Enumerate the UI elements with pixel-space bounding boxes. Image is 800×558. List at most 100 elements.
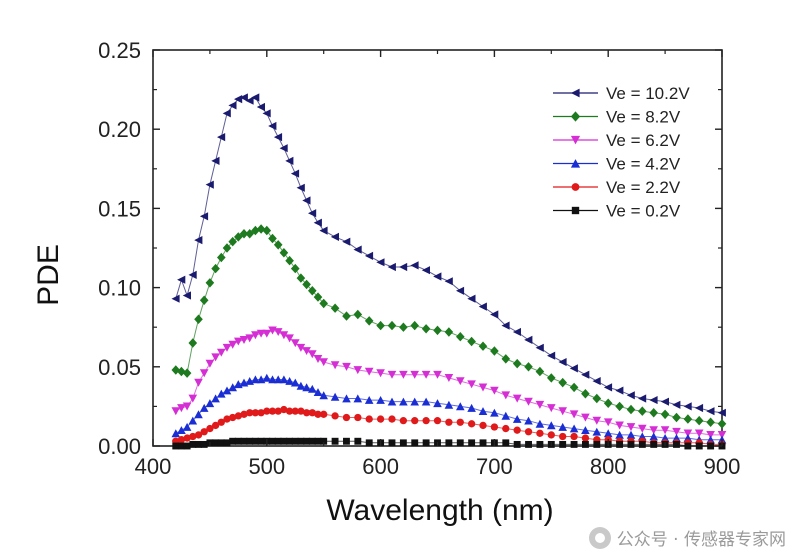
data-point: [364, 316, 374, 326]
data-point: [638, 424, 647, 433]
data-point: [388, 439, 396, 447]
data-point: [183, 442, 191, 450]
data-point: [273, 240, 283, 250]
data-point: [331, 412, 339, 420]
data-point: [319, 226, 328, 235]
y-tick-label: 0.10: [98, 276, 141, 301]
x-tick-label: 800: [590, 454, 627, 479]
data-point: [296, 343, 306, 352]
data-point: [251, 225, 260, 236]
data-point: [501, 411, 511, 420]
data-point: [177, 404, 186, 413]
data-point: [262, 329, 272, 338]
data-point: [422, 417, 430, 425]
data-point: [183, 434, 191, 442]
data-point: [353, 309, 363, 320]
data-point: [445, 439, 453, 447]
data-point: [524, 335, 533, 344]
data-point: [188, 270, 197, 279]
data-point: [456, 439, 464, 447]
data-point: [319, 358, 328, 367]
data-point: [569, 424, 579, 433]
data-point: [717, 419, 727, 429]
data-point: [558, 377, 567, 388]
data-point: [694, 403, 704, 413]
data-point: [342, 362, 351, 371]
data-point: [456, 402, 465, 411]
legend-marker: [570, 159, 581, 168]
data-point: [410, 370, 419, 379]
data-point: [365, 439, 373, 447]
data-point: [280, 437, 288, 445]
data-point: [182, 368, 192, 378]
data-point: [672, 427, 681, 436]
data-point: [290, 263, 300, 274]
x-tick-label: 900: [704, 454, 741, 479]
data-point: [444, 327, 454, 337]
data-point: [297, 407, 305, 415]
data-point: [478, 341, 488, 351]
data-point: [559, 432, 567, 441]
data-point: [223, 439, 231, 447]
legend-label: Ve = 8.2V: [606, 108, 681, 127]
data-point: [593, 440, 601, 448]
data-point: [603, 398, 613, 408]
data-point: [177, 366, 186, 377]
data-point: [222, 109, 231, 118]
data-point: [273, 133, 283, 142]
data-point: [365, 415, 373, 423]
data-point: [240, 410, 248, 418]
data-point: [223, 415, 231, 423]
data-point: [536, 429, 544, 437]
data-point: [558, 422, 567, 431]
legend-label: Ve = 4.2V: [606, 155, 681, 174]
data-point: [421, 266, 430, 275]
data-point: [177, 436, 186, 444]
data-point: [291, 407, 299, 415]
data-point: [195, 440, 202, 448]
data-point: [319, 298, 328, 309]
data-point: [234, 232, 243, 242]
data-point: [256, 224, 266, 234]
x-tick-label: 500: [248, 454, 285, 479]
data-point: [296, 273, 306, 283]
data-point: [182, 402, 192, 411]
data-point: [194, 378, 203, 387]
data-point: [268, 233, 277, 244]
data-point: [273, 328, 283, 336]
data-point: [694, 429, 704, 438]
data-point: [188, 416, 198, 425]
data-point: [188, 394, 198, 403]
data-point: [502, 439, 510, 447]
data-point: [234, 412, 243, 420]
data-point: [627, 440, 635, 448]
series-line: [175, 377, 722, 441]
data-point: [330, 232, 339, 241]
data-point: [684, 442, 692, 450]
data-point: [178, 442, 185, 450]
data-point: [399, 370, 408, 379]
data-point: [353, 394, 363, 403]
data-point: [302, 347, 311, 355]
data-point: [256, 329, 266, 338]
data-point: [501, 321, 510, 330]
data-point: [279, 375, 289, 384]
data-point: [467, 420, 476, 428]
data-point: [268, 407, 277, 415]
data-point: [581, 413, 590, 422]
data-point: [228, 383, 237, 392]
data-point: [603, 429, 613, 438]
data-point: [535, 400, 545, 409]
data-point: [399, 262, 408, 272]
data-point: [245, 334, 254, 343]
watermark: 公众号 · 传感器专家网: [588, 525, 786, 550]
data-point: [433, 417, 442, 425]
data-point: [182, 291, 191, 300]
data-point: [320, 410, 328, 418]
data-point: [479, 421, 487, 430]
data-point: [245, 96, 254, 105]
data-point: [650, 440, 658, 448]
data-point: [422, 439, 430, 447]
x-tick-label: 600: [362, 454, 399, 479]
data-point: [387, 320, 397, 331]
